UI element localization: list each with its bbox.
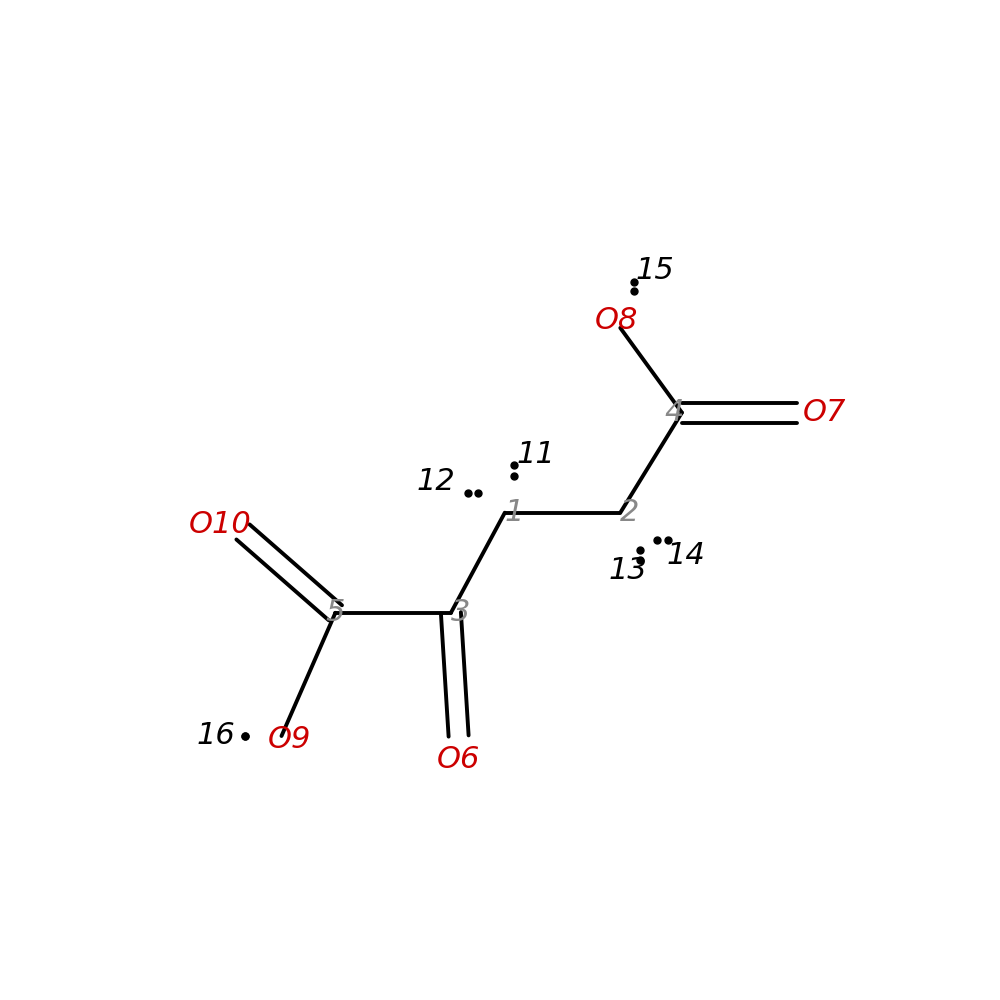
Text: 1: 1 [504, 498, 524, 527]
Text: 4: 4 [665, 398, 684, 427]
Text: 5: 5 [326, 598, 345, 627]
Text: 13: 13 [609, 556, 647, 585]
Text: O10: O10 [189, 510, 251, 539]
Text: O6: O6 [437, 745, 480, 774]
Text: 15: 15 [636, 256, 674, 285]
Text: 3: 3 [450, 598, 470, 627]
Text: O8: O8 [595, 306, 638, 335]
Text: 14: 14 [666, 541, 705, 570]
Text: 12: 12 [416, 467, 455, 496]
Text: O7: O7 [803, 398, 846, 427]
Text: 16: 16 [197, 722, 235, 750]
Text: 11: 11 [516, 440, 555, 469]
Text: 2: 2 [620, 498, 639, 527]
Text: O9: O9 [268, 725, 311, 754]
